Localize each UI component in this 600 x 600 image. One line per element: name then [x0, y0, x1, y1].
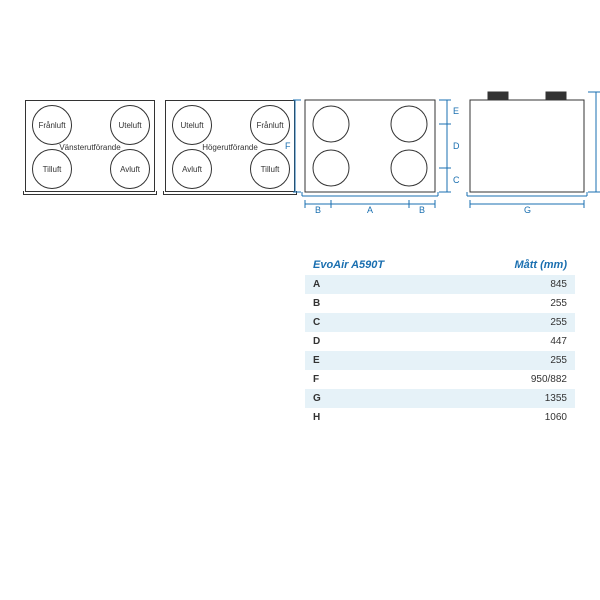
spec-table: EvoAir A590T Mått (mm) A845 B255 C255 D4…	[305, 255, 575, 427]
port-label: Frånluft	[38, 121, 65, 130]
port: Avluft	[110, 149, 150, 189]
port: Uteluft	[110, 105, 150, 145]
table-param: B	[305, 294, 456, 313]
port-label: Frånluft	[256, 121, 283, 130]
dim-label-E: E	[453, 106, 459, 116]
table-param: F	[305, 370, 456, 389]
port: Frånluft	[32, 105, 72, 145]
port-label: Tilluft	[261, 165, 280, 174]
dim-label-B: B	[315, 205, 321, 215]
table-value: 845	[456, 275, 575, 294]
port: Avluft	[172, 149, 212, 189]
table-param: E	[305, 351, 456, 370]
panel-caption: Vänsterutförande	[26, 143, 154, 152]
dim-label-B: B	[419, 205, 425, 215]
port-label: Uteluft	[180, 121, 203, 130]
table-param: C	[305, 313, 456, 332]
table-value: 255	[456, 351, 575, 370]
port-label: Avluft	[120, 165, 140, 174]
dim-label-A: A	[367, 205, 373, 215]
table-header-param: EvoAir A590T	[305, 255, 456, 275]
panel-left-config: Frånluft Uteluft Tilluft Avluft Vänsteru…	[25, 100, 155, 192]
table-param: D	[305, 332, 456, 351]
table-param: H	[305, 408, 456, 427]
port-label: Avluft	[182, 165, 202, 174]
spec-table-wrap: EvoAir A590T Mått (mm) A845 B255 C255 D4…	[305, 255, 575, 427]
table-value: 1355	[456, 389, 575, 408]
port: Tilluft	[32, 149, 72, 189]
table-param: A	[305, 275, 456, 294]
table-value: 447	[456, 332, 575, 351]
table-value: 255	[456, 294, 575, 313]
port: Tilluft	[250, 149, 290, 189]
table-header-value: Mått (mm)	[456, 255, 575, 275]
dim-label-C: C	[453, 175, 460, 185]
port-label: Uteluft	[118, 121, 141, 130]
port-label: Tilluft	[43, 165, 62, 174]
port: Uteluft	[172, 105, 212, 145]
panel-caption: Högerutförande	[166, 143, 294, 152]
table-param: G	[305, 389, 456, 408]
diagrams-row: Frånluft Uteluft Tilluft Avluft Vänsteru…	[25, 100, 600, 210]
dim-label-F: F	[285, 141, 291, 151]
panel-top-dimensions: B A B E D C F	[305, 100, 460, 210]
table-value: 950/882	[456, 370, 575, 389]
panel-side-dimensions: G H	[470, 100, 600, 210]
panel-right-config: Uteluft Frånluft Avluft Tilluft Högerutf…	[165, 100, 295, 192]
dim-label-D: D	[453, 141, 460, 151]
dim-label-G: G	[524, 205, 531, 215]
table-value: 255	[456, 313, 575, 332]
table-value: 1060	[456, 408, 575, 427]
port: Frånluft	[250, 105, 290, 145]
